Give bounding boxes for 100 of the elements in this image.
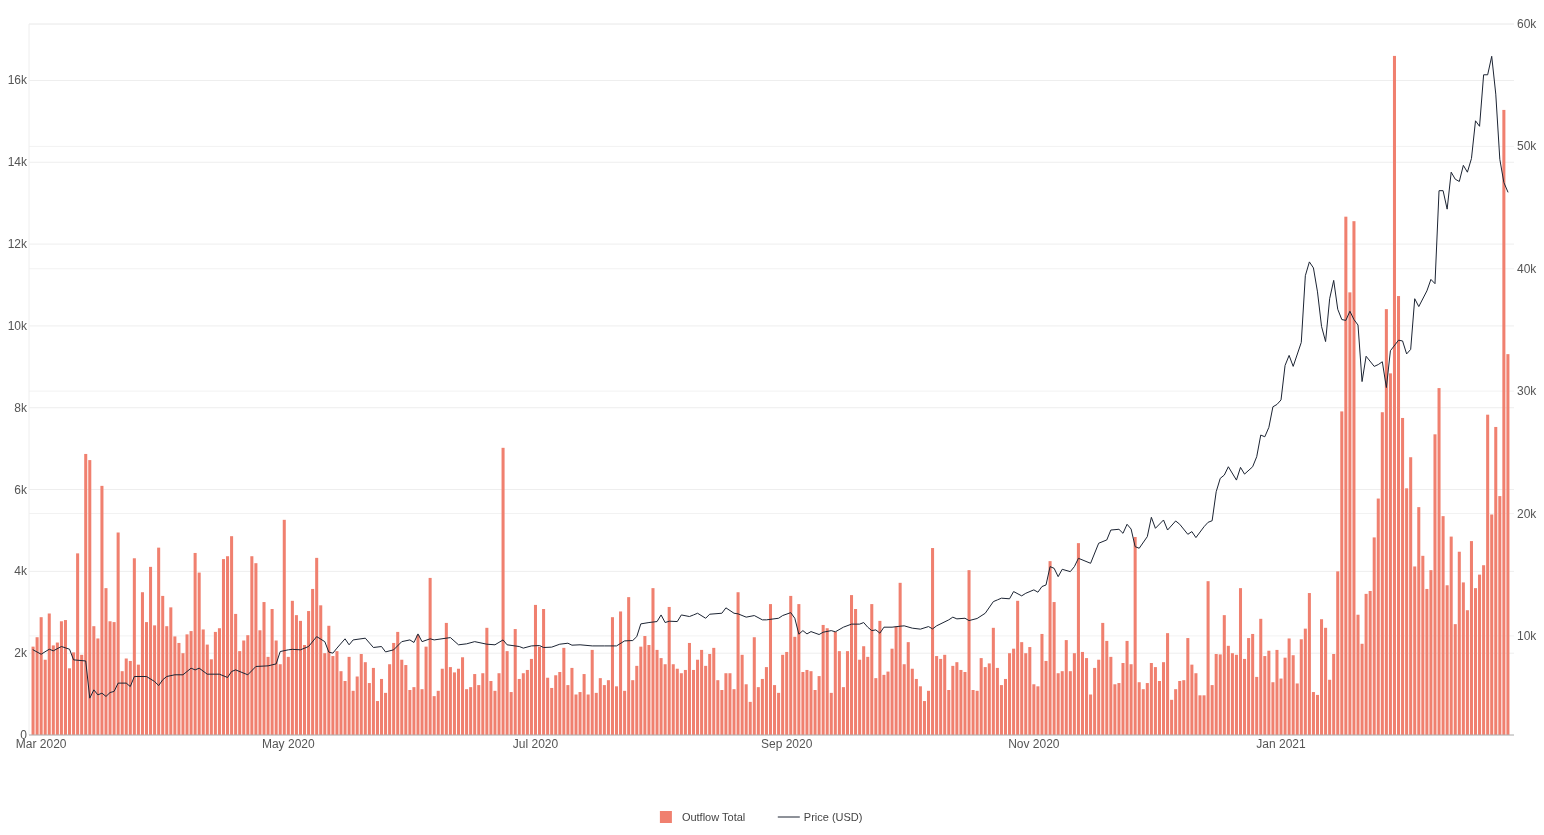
bar — [1222, 615, 1226, 735]
bar — [124, 658, 128, 735]
bar — [1206, 581, 1210, 735]
bar — [76, 553, 80, 735]
bar — [955, 662, 959, 735]
bar — [1469, 541, 1473, 735]
bar — [1016, 600, 1020, 735]
bar — [643, 636, 647, 735]
bar — [1364, 593, 1368, 735]
bar — [1307, 593, 1311, 735]
legend-label: Outflow Total — [681, 811, 746, 823]
bar — [1251, 633, 1255, 735]
bar — [533, 604, 537, 735]
y2-tick-label: 40k — [1517, 261, 1538, 276]
bar — [193, 552, 197, 735]
bar — [562, 647, 566, 735]
bar — [821, 624, 825, 735]
bar — [1214, 654, 1218, 735]
bar — [862, 646, 866, 735]
bar — [675, 668, 679, 735]
bar — [700, 649, 704, 735]
bar — [359, 654, 363, 735]
bar — [396, 631, 400, 735]
bar — [230, 536, 234, 735]
y2-tick-label: 30k — [1517, 384, 1538, 399]
bar — [213, 631, 217, 735]
x-tick-label: Nov 2020 — [1008, 737, 1060, 751]
bar — [1076, 543, 1080, 735]
bar — [501, 447, 505, 735]
bar — [1028, 647, 1032, 735]
bar — [132, 558, 136, 735]
y-tick-label: 6k — [14, 482, 28, 497]
bar — [805, 669, 809, 735]
bar — [59, 621, 63, 735]
bar — [570, 667, 574, 735]
bar — [1125, 640, 1129, 735]
bar — [768, 604, 773, 735]
bar — [991, 627, 995, 735]
y2-tick-label: 50k — [1517, 139, 1538, 154]
bar — [1259, 618, 1263, 735]
bar — [379, 678, 384, 735]
bar — [1267, 650, 1271, 735]
bar — [461, 657, 465, 735]
bar — [521, 673, 525, 735]
bar — [1178, 681, 1182, 735]
y-tick-label: 2k — [14, 646, 28, 661]
bar — [1320, 619, 1324, 735]
x-tick-label: Sep 2020 — [761, 737, 813, 751]
bar — [327, 625, 331, 735]
x-tick-label: Jul 2020 — [512, 737, 559, 751]
bar — [140, 592, 144, 735]
bar — [943, 654, 947, 735]
bar — [627, 597, 631, 735]
bar — [825, 628, 829, 735]
bar — [63, 620, 67, 735]
bar — [473, 674, 477, 735]
bar — [1247, 638, 1251, 735]
y-tick-label: 12k — [7, 237, 28, 252]
bar — [1287, 638, 1291, 735]
bar — [1494, 426, 1498, 735]
bar — [221, 559, 226, 735]
bar — [84, 453, 88, 735]
bar — [1417, 507, 1421, 735]
bar — [651, 588, 655, 735]
bar — [1149, 663, 1153, 735]
bar — [789, 595, 793, 735]
bar — [1008, 653, 1012, 735]
bar — [1101, 622, 1105, 735]
y-tick-label: 16k — [7, 73, 28, 88]
bar — [262, 602, 266, 735]
bar — [1040, 633, 1044, 735]
bar — [870, 604, 874, 735]
bar — [1457, 551, 1461, 735]
bar — [679, 673, 683, 735]
bar — [736, 592, 740, 735]
bar — [116, 532, 120, 735]
bar — [979, 658, 983, 735]
bar — [582, 674, 586, 735]
bar — [878, 620, 882, 735]
y-tick-label: 8k — [14, 400, 28, 415]
bar — [542, 609, 546, 735]
bar — [898, 582, 902, 735]
y-tick-label: 14k — [7, 155, 28, 170]
bar — [290, 600, 294, 735]
y-tick-label: 4k — [14, 564, 28, 579]
bar — [712, 647, 716, 735]
bar — [951, 665, 955, 735]
bar — [931, 548, 935, 735]
bar — [1186, 638, 1190, 735]
bar — [1344, 216, 1348, 735]
bar — [513, 629, 517, 735]
bar — [850, 595, 854, 735]
bar — [169, 607, 173, 735]
bar — [1048, 561, 1052, 735]
bar — [809, 671, 813, 735]
bar — [1064, 640, 1068, 735]
bar — [833, 631, 837, 735]
bar — [100, 485, 104, 735]
bar — [781, 654, 785, 735]
bar — [598, 678, 602, 735]
